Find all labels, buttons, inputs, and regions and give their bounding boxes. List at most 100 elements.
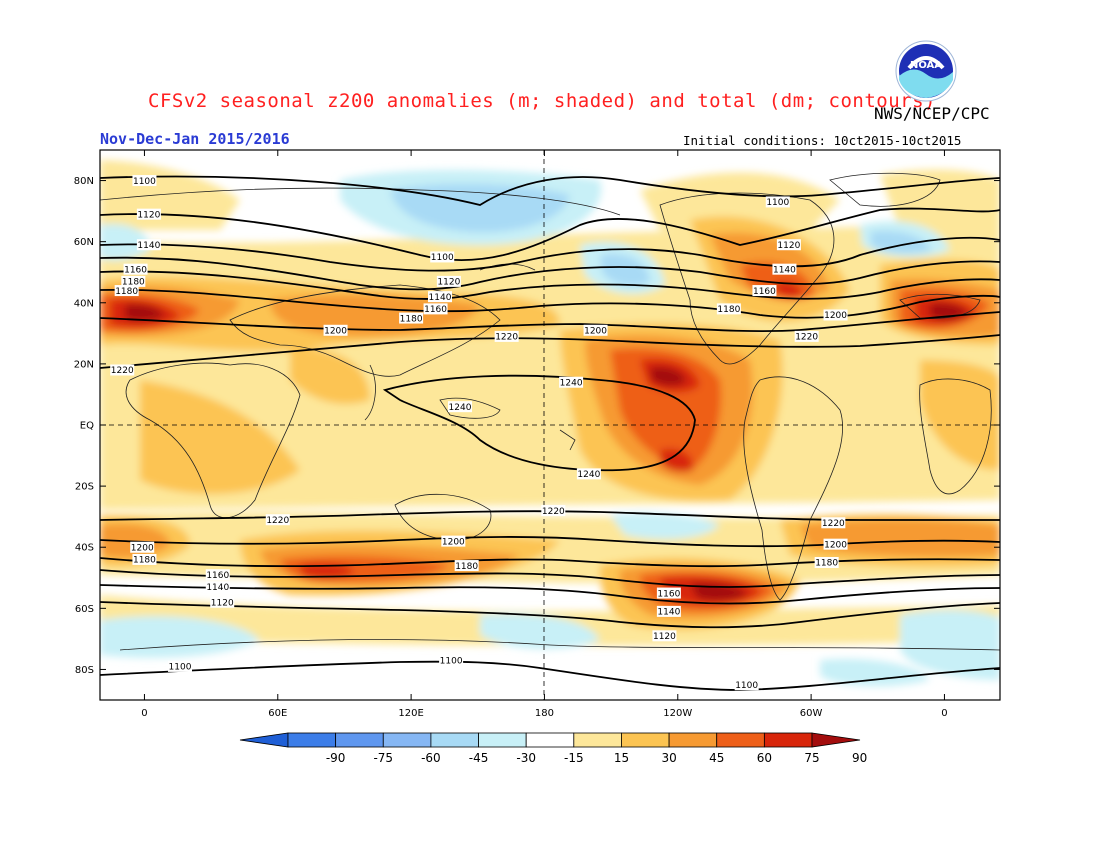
contour-label: 1240 [449, 403, 472, 413]
contour-label: 1180 [455, 562, 478, 572]
contour-label: 1240 [577, 470, 600, 480]
colorbar-label: 45 [709, 751, 724, 765]
contour-label: 1120 [437, 278, 460, 288]
colorbar-segment [621, 732, 670, 748]
contour-label-box [734, 679, 759, 691]
contour-label: 1220 [795, 333, 818, 343]
contour-label: 1200 [131, 543, 154, 553]
contour-label-box [652, 630, 677, 642]
contour-label: 1160 [753, 287, 776, 297]
contour-label: 1180 [115, 287, 138, 297]
colorbar: -90 -75 -60 -45 -30 -15 15 30 45 60 75 90 [239, 732, 867, 765]
contour-label-box [494, 330, 519, 342]
contour-label: 1220 [495, 333, 518, 343]
height-contours [100, 175, 1000, 691]
contour-label-box [136, 239, 161, 251]
lat-tick-label: 40S [75, 543, 94, 554]
contour-label: 1140 [773, 265, 796, 275]
contour-label: 1100 [133, 177, 156, 187]
initial-conditions-label: Initial conditions: 10ct2015-10ct2015 [683, 133, 962, 148]
contour-label: 1160 [424, 305, 447, 315]
lon-tick-label: 0 [941, 708, 947, 719]
anomaly-shading [100, 160, 1000, 687]
contour-label-box [205, 569, 230, 581]
colorbar-label: -90 [326, 751, 346, 765]
lat-tick-label: EQ [80, 421, 94, 432]
colorbar-label: -15 [564, 751, 584, 765]
colorbar-segment [573, 732, 622, 748]
contour-label-box [776, 239, 801, 251]
colorbar-segment [716, 732, 765, 748]
lon-tick-label: 60E [268, 708, 287, 719]
colorbar-label: -45 [469, 751, 489, 765]
colorbar-label: 60 [757, 751, 772, 765]
lat-tick-label: 80S [75, 665, 94, 676]
contour-label-box [136, 208, 161, 220]
season-label: Nov-Dec-Jan 2015/2016 [100, 130, 290, 148]
contour-label-box [210, 596, 235, 608]
contour-label: 1220 [542, 507, 565, 517]
contour-label-box [121, 275, 146, 287]
contour-label: 1200 [824, 311, 847, 321]
colorbar-low-arrow [239, 732, 289, 748]
contour-label: 1200 [324, 326, 347, 336]
contour-label-box [656, 605, 681, 617]
colorbar-segment [668, 732, 718, 748]
contour-label-box [441, 535, 466, 547]
contour-label: 1100 [440, 656, 463, 666]
logo-text: NOAA [910, 60, 942, 71]
contour-label-box [772, 263, 797, 275]
lat-tick-label: 20S [75, 482, 94, 493]
contour-label: 1160 [657, 589, 680, 599]
contour-label: 1140 [137, 241, 160, 251]
lon-tick-label: 120E [398, 708, 423, 719]
contour-label: 1100 [169, 663, 192, 673]
contour-label: 1100 [735, 681, 758, 691]
colorbar-segment [525, 732, 575, 748]
colorbar-label: -30 [516, 751, 536, 765]
contour-label-box [114, 285, 139, 297]
contour-label: 1100 [766, 198, 789, 208]
colorbar-segment [478, 732, 527, 748]
contour-label-box [752, 285, 777, 297]
colorbar-label: 30 [661, 751, 676, 765]
contour-label-box [448, 401, 472, 413]
contour-label-box [110, 364, 135, 376]
contour-label-box [823, 309, 848, 321]
contour-label: 1220 [822, 519, 845, 529]
chart-title: CFSv2 seasonal z200 anomalies (m; shaded… [148, 90, 936, 112]
contour-label-box [168, 660, 192, 672]
contour-label-box [559, 376, 584, 388]
contour-label: 1180 [133, 556, 156, 566]
colorbar-label: -75 [373, 751, 393, 765]
contour-label: 1140 [657, 608, 680, 618]
contour-label-box [541, 505, 566, 517]
contour-label: 1120 [653, 632, 676, 642]
colorbar-label: 90 [852, 751, 867, 765]
contour-label-box [265, 514, 290, 526]
contour-label-box [323, 324, 348, 336]
contour-label-box [576, 468, 601, 480]
agency-label: NWS/NCEP/CPC [874, 104, 990, 123]
colorbar-label: 15 [614, 751, 629, 765]
contour-label: 1220 [111, 366, 134, 376]
contour-label: 1140 [206, 583, 229, 593]
contour-label-box [132, 553, 157, 565]
colorbar-high-arrow [811, 732, 861, 748]
lon-tick-label: 120W [663, 708, 692, 719]
contour-label-box [765, 196, 790, 208]
contour-label: 1180 [815, 559, 838, 569]
contour-label-box [399, 312, 424, 324]
colorbar-segment [335, 732, 384, 748]
contour-label-box [814, 557, 839, 568]
lon-tick-label: 0 [141, 708, 147, 719]
contour-label-box [439, 654, 464, 666]
contour-label: 1220 [266, 516, 289, 526]
contour-label: 1160 [206, 571, 229, 581]
contour-label: 1140 [429, 293, 452, 303]
contour-label: 1120 [211, 598, 234, 608]
contour-label: 1240 [560, 378, 583, 388]
map-plot-area: 1100 1120 1140 1160 1180 1180 1200 1220 1100 1120… [100, 150, 1000, 700]
contour-label-box [821, 517, 846, 529]
